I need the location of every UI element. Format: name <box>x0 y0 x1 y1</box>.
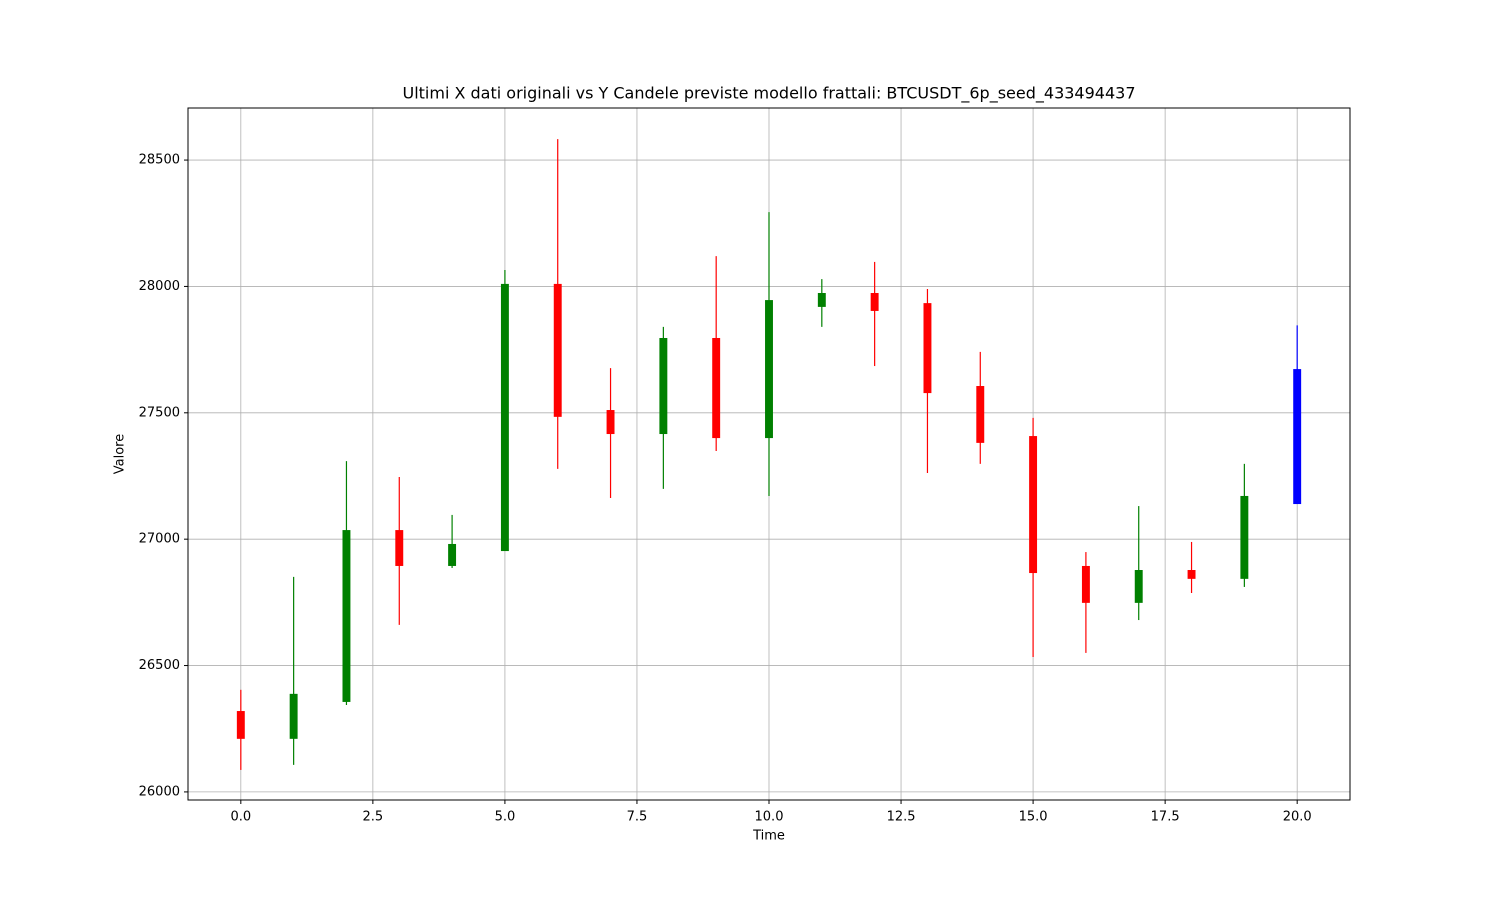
candle-body <box>870 293 879 311</box>
x-tick-label: 7.5 <box>627 810 648 825</box>
x-axis-label: Time <box>752 829 785 844</box>
y-axis-label: Valore <box>113 434 128 474</box>
candle-body <box>659 337 668 435</box>
candle-body <box>1293 369 1302 505</box>
candle-body <box>553 283 562 417</box>
x-tick-label: 5.0 <box>495 810 516 825</box>
x-tick-label: 12.5 <box>887 810 916 825</box>
y-tick-label: 27000 <box>139 532 180 547</box>
candle-body <box>817 293 826 307</box>
y-tick-label: 28000 <box>139 279 180 294</box>
y-tick-label: 26000 <box>139 784 180 799</box>
candle-body <box>1081 565 1090 603</box>
x-tick-label: 10.0 <box>755 810 784 825</box>
candle-body <box>342 530 351 702</box>
y-tick-label: 26500 <box>139 658 180 673</box>
candle-body <box>765 300 773 439</box>
x-tick-label: 2.5 <box>363 810 384 825</box>
y-tick-label: 27500 <box>139 405 180 420</box>
y-tick-label: 28500 <box>139 153 180 168</box>
candle-body <box>500 283 509 552</box>
candle-body <box>395 530 404 566</box>
x-tick-label: 20.0 <box>1283 810 1312 825</box>
chart-title: Ultimi X dati originali vs Y Candele pre… <box>402 84 1135 104</box>
candle-body <box>289 693 298 739</box>
candle-body <box>976 386 985 443</box>
candle-body <box>1029 436 1038 574</box>
x-tick-label: 0.0 <box>230 810 251 825</box>
x-tick-label: 15.0 <box>1019 810 1048 825</box>
candle-body <box>448 543 457 566</box>
candle-body <box>1240 495 1249 579</box>
plot-frame <box>187 107 1351 801</box>
candle-body <box>236 711 245 739</box>
x-tick-label: 17.5 <box>1151 810 1180 825</box>
candle-body <box>712 337 721 439</box>
candle-body <box>1134 570 1143 603</box>
candle-body <box>1187 570 1196 579</box>
candle-body <box>923 303 932 394</box>
candle-body <box>606 410 615 435</box>
